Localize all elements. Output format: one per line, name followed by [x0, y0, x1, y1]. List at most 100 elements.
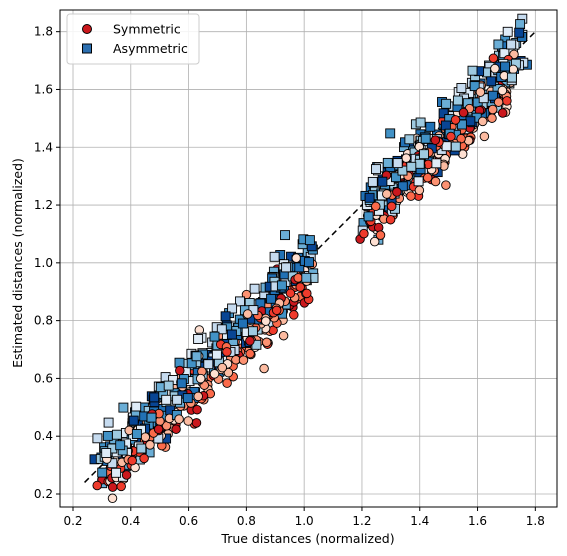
symmetric-point	[259, 363, 269, 374]
symmetric-point	[446, 131, 456, 142]
asymmetric-point	[371, 164, 381, 175]
asymmetric-point	[364, 192, 375, 203]
asymmetric-point	[413, 176, 424, 187]
asymmetric-point	[438, 108, 449, 119]
asymmetric-point	[456, 119, 467, 130]
y-tick-label: 0.2	[34, 487, 53, 501]
symmetric-point	[183, 416, 193, 426]
symmetric-point	[456, 133, 466, 144]
symmetric-point	[458, 107, 469, 118]
symmetric-point	[401, 153, 411, 163]
asymmetric-point	[440, 120, 451, 131]
asymmetric-point	[249, 283, 260, 294]
asymmetric-point	[382, 157, 393, 168]
asymmetric-point	[191, 351, 202, 362]
asymmetric-point	[465, 116, 476, 127]
asymmetric-point	[304, 235, 315, 246]
x-tick-label: 1.4	[410, 514, 429, 528]
asymmetric-point	[269, 251, 280, 262]
symmetric-point	[127, 455, 137, 466]
symmetric-point	[223, 367, 234, 378]
symmetric-point	[382, 189, 392, 199]
legend-symmetric-label: Symmetric	[113, 22, 181, 37]
asymmetric-point	[301, 272, 312, 283]
symmetric-point	[293, 273, 303, 283]
legend-symmetric-marker	[82, 24, 92, 34]
asymmetric-point	[363, 211, 374, 222]
asymmetric-point	[406, 161, 417, 172]
asymmetric-point	[304, 257, 314, 268]
symmetric-point	[191, 418, 202, 428]
asymmetric-point	[172, 394, 183, 405]
asymmetric-point	[391, 172, 401, 183]
asymmetric-point	[211, 349, 222, 360]
asymmetric-point	[500, 61, 511, 72]
symmetric-point	[441, 180, 451, 190]
symmetric-point	[406, 191, 416, 201]
asymmetric-point	[193, 334, 204, 344]
asymmetric-point	[161, 394, 172, 405]
x-tick-label: 0.6	[179, 514, 198, 528]
asymmetric-point	[97, 467, 108, 478]
asymmetric-point	[216, 324, 227, 335]
x-tick-label: 1.8	[526, 514, 545, 528]
symmetric-point	[430, 176, 441, 187]
symmetric-point	[291, 253, 302, 263]
asymmetric-point	[397, 181, 408, 192]
symmetric-point	[488, 53, 499, 63]
asymmetric-point	[128, 415, 139, 426]
y-tick-label: 1.2	[34, 198, 53, 212]
asymmetric-point	[182, 393, 193, 404]
symmetric-point	[302, 288, 312, 299]
axes: 0.2 0.4 0.6 0.8 1.0 1.2 1.4 1.6 1.8 0.2 0.4 0.6 0.8 1…	[34, 9, 558, 528]
symmetric-point	[174, 414, 184, 424]
legend-asymmetric-label: Asymmetric	[113, 41, 188, 56]
asymmetric-point	[419, 149, 429, 160]
symmetric-point	[192, 404, 202, 415]
symmetric-point	[479, 131, 490, 142]
asymmetric-point	[506, 72, 517, 83]
x-tick-label: 0.8	[237, 514, 256, 528]
asymmetric-point	[450, 141, 461, 152]
y-axis-label: Estimated distances (normalized)	[10, 158, 25, 368]
asymmetric-point	[506, 39, 517, 50]
asymmetric-point	[115, 440, 126, 451]
symmetric-point	[171, 424, 181, 434]
asymmetric-point	[377, 176, 388, 187]
symmetric-point	[245, 348, 255, 359]
asymmetric-point	[111, 429, 122, 440]
symmetric-point	[385, 214, 396, 225]
asymmetric-point	[136, 443, 147, 454]
asymmetric-point	[281, 262, 292, 273]
x-tick-label: 0.2	[63, 514, 82, 528]
asymmetric-point	[425, 121, 436, 132]
y-tick-label: 0.6	[34, 371, 53, 385]
legend: Symmetric Asymmetric	[66, 13, 200, 65]
symmetric-point	[193, 391, 203, 402]
y-tick-label: 1.4	[34, 140, 53, 154]
asymmetric-point	[220, 311, 231, 322]
legend-asymmetric-marker	[82, 43, 92, 54]
symmetric-point	[222, 378, 232, 388]
asymmetric-point	[367, 176, 378, 187]
asymmetric-point	[456, 83, 467, 93]
asymmetric-point	[209, 331, 220, 342]
symmetric-point	[414, 185, 425, 196]
asymmetric-point	[266, 293, 277, 304]
asymmetric-point	[514, 27, 525, 38]
asymmetric-point	[467, 65, 478, 76]
symmetric-point	[153, 424, 164, 435]
x-tick-label: 1.2	[352, 514, 371, 528]
symmetric-point	[261, 337, 272, 348]
symmetric-point	[493, 97, 504, 107]
symmetric-point	[487, 113, 497, 123]
asymmetric-point	[163, 380, 174, 391]
asymmetric-point	[414, 158, 425, 169]
x-axis-label: True distances (normalized)	[220, 531, 394, 546]
symmetric-point	[477, 116, 488, 127]
symmetric-point	[497, 85, 508, 96]
symmetric-point	[278, 330, 289, 341]
asymmetric-point	[404, 134, 415, 145]
asymmetric-point	[118, 402, 129, 413]
symmetric-point	[195, 373, 206, 384]
